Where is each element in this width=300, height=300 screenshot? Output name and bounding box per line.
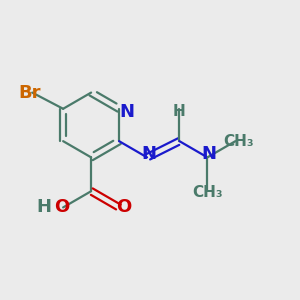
Text: CH₃: CH₃ [192, 185, 223, 200]
Text: O: O [54, 198, 69, 216]
Text: N: N [141, 146, 156, 164]
Text: CH₃: CH₃ [223, 134, 254, 149]
Text: H: H [173, 104, 186, 119]
Text: O: O [116, 198, 131, 216]
Text: N: N [119, 103, 134, 121]
Text: Br: Br [18, 84, 40, 102]
Text: H: H [37, 198, 52, 216]
Text: N: N [201, 146, 216, 164]
